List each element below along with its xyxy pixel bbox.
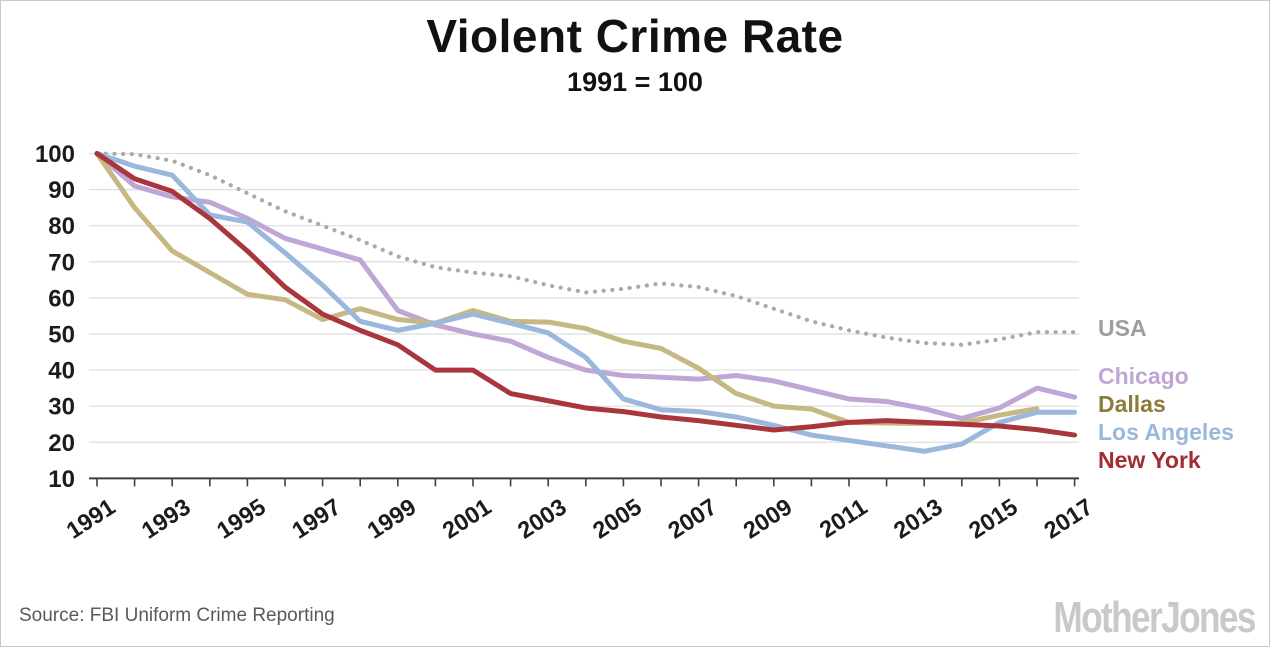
- x-axis-label-2007: 2007: [663, 493, 721, 543]
- x-axis-label-1993: 1993: [137, 493, 195, 543]
- series-line-new-york: [94, 151, 1078, 438]
- y-axis-label-10: 10: [48, 466, 75, 493]
- series-line-chicago: [94, 151, 1078, 421]
- x-axis-label-2003: 2003: [513, 493, 571, 543]
- x-axis-label-1997: 1997: [287, 493, 345, 543]
- series-line-dallas: [94, 151, 1040, 426]
- y-axis-label-70: 70: [48, 249, 75, 276]
- series-line-los-angeles: [94, 151, 1078, 454]
- y-axis-label-50: 50: [48, 321, 75, 348]
- y-axis-label-100: 100: [35, 141, 75, 168]
- x-axis-label-2015: 2015: [964, 493, 1022, 543]
- chart-title: Violent Crime Rate: [426, 10, 844, 62]
- motherjones-logo: MotherJones: [1053, 593, 1257, 642]
- x-axis-label-2013: 2013: [889, 493, 947, 543]
- x-axis-label-2017: 2017: [1039, 493, 1097, 543]
- source-note: Source: FBI Uniform Crime Reporting: [19, 605, 335, 626]
- x-axis-label-1999: 1999: [363, 493, 421, 543]
- y-axis-label-80: 80: [48, 213, 75, 240]
- y-axis-label-90: 90: [48, 177, 75, 204]
- line-chart-plot: 10 20 30 40 50 60 70 80 90 100 1991 1993 1995 1997 199…: [35, 141, 1097, 544]
- x-axis-label-2009: 2009: [739, 493, 797, 543]
- y-axis-label-40: 40: [48, 358, 75, 385]
- y-axis-label-60: 60: [48, 285, 75, 312]
- y-axis-label-20: 20: [48, 430, 75, 457]
- x-axis-label-1995: 1995: [212, 493, 270, 543]
- x-axis-label-2005: 2005: [588, 493, 646, 543]
- series-line-usa: [94, 151, 1077, 347]
- x-axis-label-2001: 2001: [438, 493, 496, 543]
- x-axis-label-1991: 1991: [62, 493, 120, 543]
- chart-subtitle: 1991 = 100: [567, 67, 703, 97]
- y-axis-label-30: 30: [48, 394, 75, 421]
- x-axis-label-2011: 2011: [815, 493, 872, 543]
